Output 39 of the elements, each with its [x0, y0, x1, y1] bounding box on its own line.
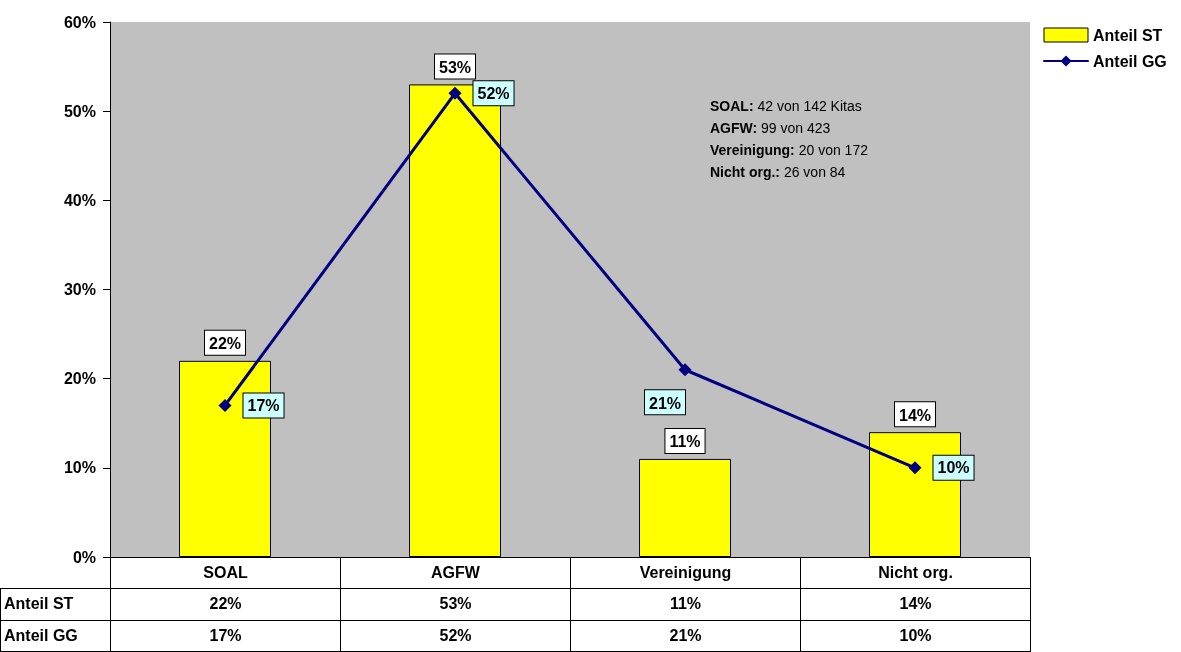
text: 53% — [438, 58, 472, 76]
text: 10% — [937, 459, 970, 477]
legend-label: Anteil GG — [1093, 52, 1167, 70]
data-label: 10% — [800, 619, 1031, 652]
y-tick-label: 50% — [63, 102, 96, 120]
text: Anteil GG — [4, 626, 78, 644]
point — [678, 363, 692, 377]
x-tick-label: Vereinigung — [570, 557, 801, 590]
y-tick-label: 40% — [63, 191, 96, 209]
y-tick-label: 20% — [63, 370, 96, 388]
legend-label: Anteil ST — [1093, 26, 1163, 44]
data-label: 52% — [340, 619, 571, 652]
y-tick-label: 30% — [63, 281, 96, 298]
data-label: 53% — [340, 588, 571, 621]
annotation: Nicht org.: 26 von 84 — [710, 164, 846, 180]
text: 17% — [247, 396, 280, 414]
text: Anteil ST — [4, 595, 74, 613]
data-label: 22% — [110, 588, 341, 621]
point — [908, 461, 922, 475]
data-label: 21% — [570, 619, 801, 652]
text: 21% — [648, 394, 682, 412]
text: 22% — [208, 335, 242, 353]
text: 52% — [477, 84, 510, 102]
point — [218, 398, 232, 412]
text: 11% — [669, 433, 701, 451]
text: 14% — [898, 406, 932, 424]
annotation: SOAL: 42 von 142 Kitas — [710, 98, 862, 114]
y-tick-label: 10% — [63, 459, 96, 477]
x-tick-label: Nicht org. — [800, 557, 1031, 590]
annotation: Vereinigung: 20 von 172 — [710, 142, 868, 158]
data-label: 11% — [570, 588, 801, 621]
y-tick-label: 0% — [72, 548, 96, 566]
point — [448, 86, 462, 100]
data-label: 14% — [800, 588, 1031, 621]
annotation: AGFW: 99 von 423 — [710, 120, 831, 136]
x-tick-label: SOAL — [110, 557, 341, 590]
y-tick-label: 60% — [63, 13, 96, 31]
x-tick-label: AGFW — [340, 557, 571, 590]
data-label: 17% — [110, 619, 341, 652]
